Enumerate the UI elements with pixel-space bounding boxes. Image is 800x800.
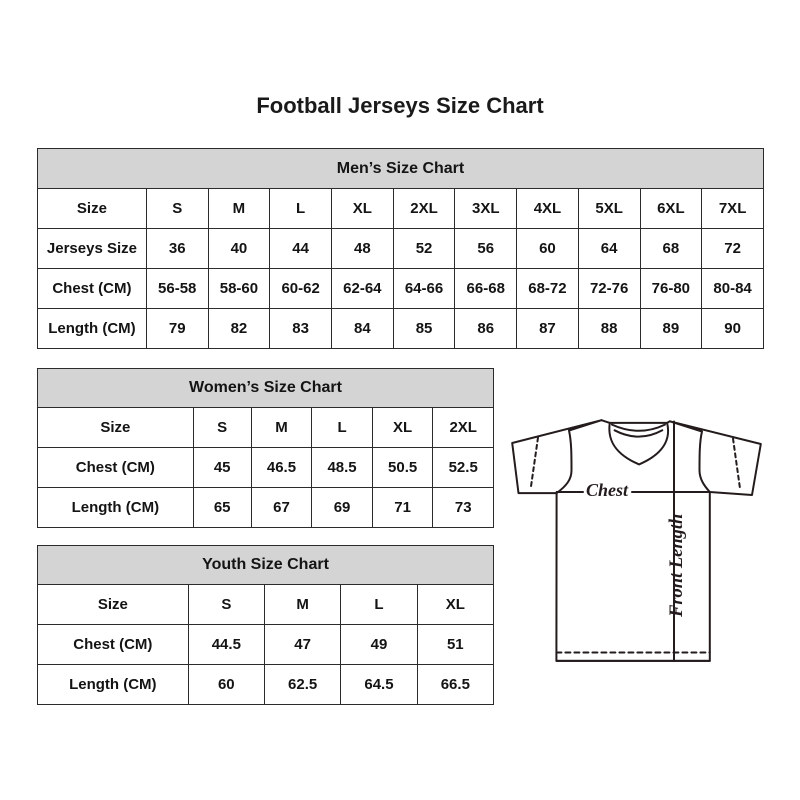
svg-text:Chest: Chest bbox=[586, 480, 629, 500]
svg-text:Front Length: Front Length bbox=[667, 514, 687, 618]
